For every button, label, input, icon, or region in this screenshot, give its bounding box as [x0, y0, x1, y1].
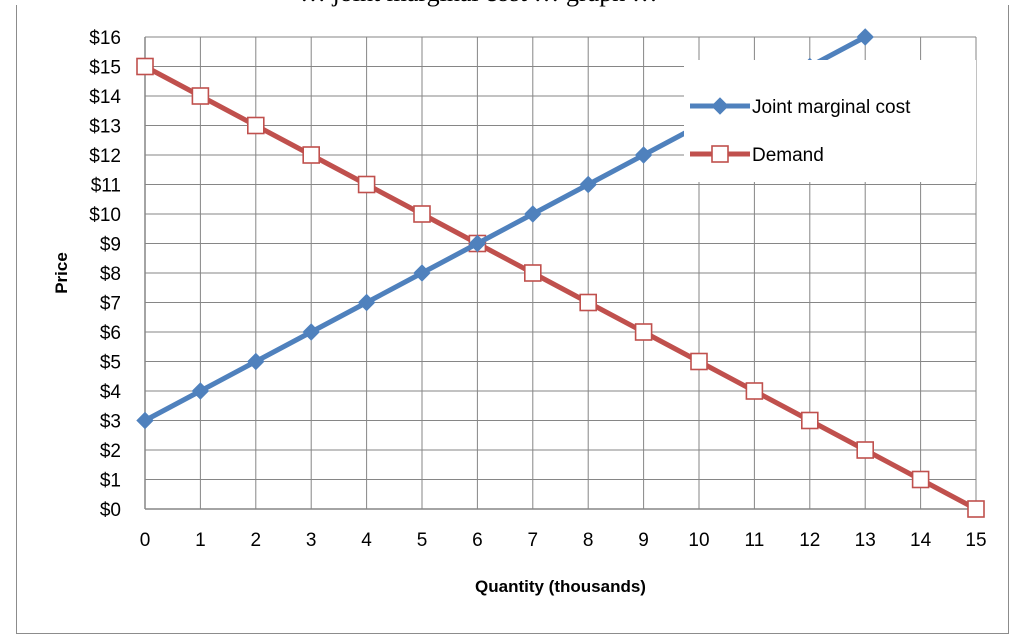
- data-point-square: [523, 264, 542, 282]
- data-point-square: [357, 175, 376, 194]
- data-point-square: [413, 205, 431, 223]
- x-tick-label: 10: [688, 530, 709, 551]
- legend-item: Demand: [690, 145, 824, 166]
- x-tick-label: 12: [799, 530, 820, 551]
- x-tick-label: 0: [140, 530, 151, 551]
- x-tick-label: 2: [251, 530, 262, 551]
- x-tick-label: 7: [528, 530, 539, 551]
- clipped-caption: … joint marginal cost … graph …: [300, 0, 658, 8]
- data-point-square: [690, 352, 708, 371]
- legend-box: [684, 60, 976, 182]
- data-point-square: [247, 116, 265, 135]
- data-point-diamond: [468, 234, 487, 253]
- y-tick-label: $16: [89, 28, 121, 49]
- y-tick-label: $10: [89, 205, 121, 226]
- x-tick-label: 14: [910, 530, 932, 551]
- y-tick-label: $14: [89, 87, 121, 108]
- legend-label: Joint marginal cost: [752, 97, 911, 118]
- legend-label: Demand: [752, 145, 824, 166]
- data-point-diamond: [191, 382, 210, 400]
- data-point-square: [967, 500, 985, 518]
- y-tick-label: $7: [100, 294, 121, 315]
- data-point-diamond: [357, 293, 376, 312]
- y-tick-label: $6: [100, 323, 121, 344]
- y-tick-label: $1: [100, 471, 121, 492]
- y-tick-label: $2: [100, 441, 121, 462]
- data-point-diamond: [136, 411, 154, 430]
- axes: [144, 37, 976, 510]
- x-axis-title: Quantity (thousands): [475, 577, 646, 596]
- data-point-square: [579, 293, 598, 312]
- y-tick-label: $15: [89, 58, 121, 79]
- x-tick-label: 9: [638, 530, 649, 551]
- y-tick-label: $13: [89, 117, 121, 138]
- data-point-square: [856, 441, 875, 459]
- data-point-square: [911, 470, 930, 489]
- data-point-square: [136, 57, 154, 76]
- x-tick-label: 1: [195, 530, 206, 551]
- data-point-square: [634, 323, 653, 341]
- x-tick-label: 13: [855, 530, 876, 551]
- legend: Joint marginal cost Demand: [684, 60, 976, 182]
- y-axis-title: Price: [52, 252, 71, 294]
- data-point-diamond: [413, 264, 431, 282]
- data-point-diamond: [524, 205, 542, 223]
- data-point-diamond: [711, 97, 729, 115]
- data-point-square: [745, 382, 764, 400]
- y-tick-label: $11: [91, 176, 121, 197]
- series-line: [142, 64, 979, 512]
- data-point-diamond: [247, 352, 265, 371]
- data-point-square: [800, 411, 819, 430]
- x-tick-label: 15: [965, 530, 986, 551]
- data-point-diamond: [634, 146, 653, 164]
- x-tick-label: 3: [306, 530, 317, 551]
- y-tick-label: $8: [100, 264, 121, 285]
- data-point-square: [711, 145, 729, 163]
- y-tick-labels: $0 $1 $2 $3 $4 $5 $6 $7 $8 $9 $10 $11 $12 $13 $14 $15 $1…: [89, 28, 121, 521]
- y-tick-label: $4: [100, 382, 122, 403]
- x-tick-label: 5: [417, 530, 428, 551]
- x-tick-labels: 0 1 2 3 4 5 6 7 8 9 10 11 12 13 14 15: [140, 530, 987, 551]
- y-tick-label: $0: [100, 500, 121, 521]
- legend-item: Joint marginal cost: [690, 97, 911, 118]
- x-tick-label: 6: [472, 530, 483, 551]
- x-tick-label: 4: [361, 530, 372, 551]
- y-tick-label: $12: [89, 146, 121, 167]
- y-tick-label: $3: [100, 412, 121, 433]
- data-point-diamond: [856, 28, 874, 46]
- x-tick-label: 11: [745, 530, 765, 551]
- y-tick-label: $9: [100, 235, 121, 256]
- data-point-diamond: [579, 175, 597, 194]
- x-tick-label: 8: [583, 530, 594, 551]
- data-point-diamond: [302, 323, 320, 341]
- data-point-square: [302, 146, 321, 164]
- data-point-square: [191, 87, 210, 105]
- y-tick-label: $5: [100, 353, 121, 374]
